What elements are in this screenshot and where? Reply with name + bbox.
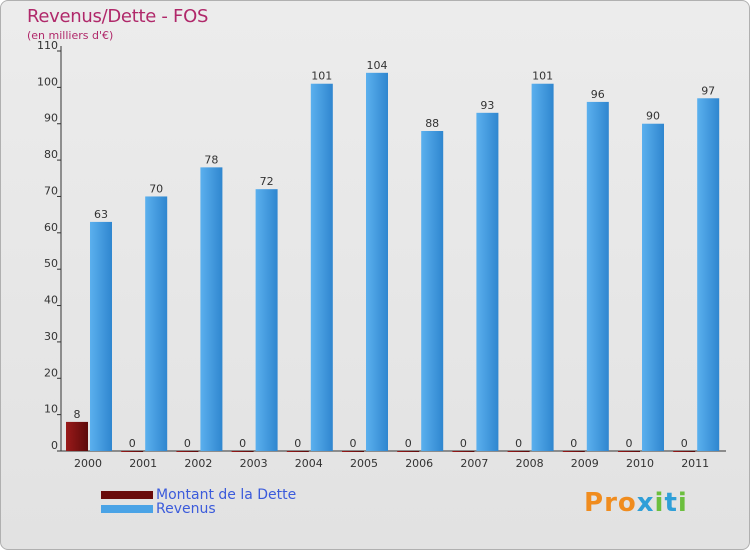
chart-subtitle: (en milliers d'€) (27, 29, 114, 42)
y-tick-label: 40 (44, 294, 58, 307)
bar-dette-2004 (286, 451, 309, 452)
value-label-dette-2001: 0 (129, 437, 136, 450)
legend-swatch-revenus (101, 505, 153, 513)
value-label-dette-2009: 0 (570, 437, 577, 450)
value-label-dette-2006: 0 (405, 437, 412, 450)
bar-dette-2005 (342, 451, 364, 452)
y-tick-label: 30 (44, 330, 58, 343)
y-tick-label: 50 (44, 257, 58, 270)
bar-revenus-2004 (310, 83, 333, 452)
value-label-revenus-2006: 88 (425, 117, 439, 130)
value-label-dette-2010: 0 (626, 437, 633, 450)
x-tick-label: 2009 (571, 457, 599, 470)
value-label-revenus-2003: 72 (260, 175, 274, 188)
value-label-revenus-2008: 101 (532, 70, 553, 83)
x-tick-label: 2004 (295, 457, 323, 470)
bar-revenus-2002 (200, 167, 223, 451)
legend-swatch-debt (101, 491, 153, 499)
x-tick-label: 2011 (681, 457, 709, 470)
value-label-dette-2011: 0 (681, 437, 688, 450)
y-tick-label: 90 (44, 112, 58, 125)
bar-dette-2008 (507, 451, 530, 452)
bar-revenus-2007 (476, 112, 499, 452)
x-tick-label: 2000 (74, 457, 102, 470)
chart-title: Revenus/Dette - FOS (27, 6, 209, 27)
y-tick-label: 70 (44, 184, 58, 197)
legend-item-revenus: Revenus (101, 501, 216, 517)
x-tick-label: 2001 (129, 457, 157, 470)
bar-dette-2007 (452, 451, 475, 452)
value-label-revenus-2011: 97 (701, 84, 715, 97)
bar-dette-2010 (618, 451, 640, 452)
bar-dette-2003 (231, 451, 254, 452)
value-label-dette-2004: 0 (294, 437, 301, 450)
bar-revenus-2011 (697, 98, 720, 451)
y-tick-label: 10 (44, 403, 58, 416)
value-label-revenus-2002: 78 (204, 153, 218, 166)
bar-dette-2006 (397, 451, 420, 452)
value-label-revenus-2009: 96 (591, 88, 605, 101)
x-tick-label: 2003 (240, 457, 268, 470)
bar-revenus-2009 (586, 101, 609, 451)
value-label-dette-2002: 0 (184, 437, 191, 450)
value-label-dette-2000: 8 (74, 408, 81, 421)
x-tick-label: 2005 (350, 457, 378, 470)
bar-revenus-2003 (255, 189, 278, 451)
y-tick-label: 60 (44, 221, 58, 234)
bar-revenus-2010 (642, 123, 664, 452)
y-tick-label: 20 (44, 366, 58, 379)
legend-label-debt: Montant de la Dette (156, 487, 297, 503)
x-tick-label: 2002 (184, 457, 212, 470)
value-label-revenus-2007: 93 (480, 99, 494, 112)
value-label-dette-2005: 0 (350, 437, 357, 450)
bar-dette-2000 (66, 421, 88, 451)
value-label-revenus-2000: 63 (94, 208, 108, 221)
x-tick-label: 2007 (460, 457, 488, 470)
bar-revenus-2000 (90, 221, 112, 451)
bar-revenus-2001 (145, 196, 168, 451)
bar-dette-2009 (562, 451, 585, 452)
bar-dette-2002 (176, 451, 199, 452)
value-label-revenus-2004: 101 (311, 70, 332, 83)
bar-revenus-2006 (421, 131, 444, 451)
bar-revenus-2008 (531, 83, 554, 452)
value-label-dette-2008: 0 (515, 437, 522, 450)
legend-item-debt: Montant de la Dette (101, 487, 296, 503)
proxiti-logo: Proxiti (584, 488, 688, 518)
x-tick-label: 2008 (516, 457, 544, 470)
value-label-revenus-2001: 70 (149, 182, 163, 195)
value-label-revenus-2005: 104 (367, 59, 388, 72)
value-label-revenus-2010: 90 (646, 110, 660, 123)
bar-revenus-2005 (366, 72, 388, 452)
value-label-dette-2007: 0 (460, 437, 467, 450)
legend-label-revenus: Revenus (156, 501, 216, 517)
x-tick-label: 2006 (405, 457, 433, 470)
bar-dette-2011 (673, 451, 696, 452)
bar-dette-2001 (121, 451, 144, 452)
y-tick-label: 80 (44, 148, 58, 161)
y-tick-label: 0 (51, 439, 58, 452)
y-tick-label: 100 (37, 75, 58, 88)
value-label-dette-2003: 0 (239, 437, 246, 450)
y-tick-label: 110 (37, 39, 58, 52)
x-tick-label: 2010 (626, 457, 654, 470)
